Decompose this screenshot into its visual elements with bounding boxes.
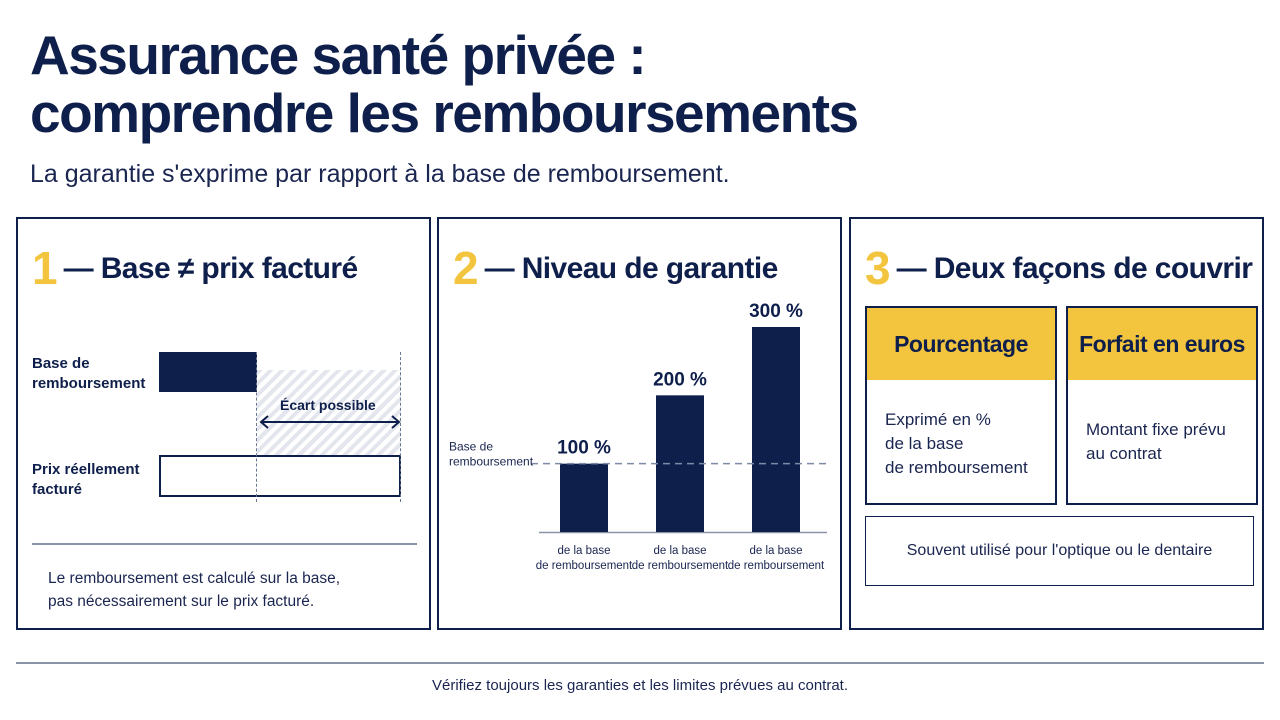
panel1-heading: 1— Base ≠ prix facturé: [32, 241, 358, 295]
card-percentage-line3: de remboursement: [885, 458, 1028, 477]
label-prix: Prix réellement facturé: [32, 460, 140, 500]
card-flat-rate: Forfait en euros Montant fixe prévu au c…: [1066, 306, 1258, 505]
title-line-2: comprendre les remboursements: [30, 82, 859, 144]
card-percentage: Pourcentage Exprimé en % de la base de r…: [865, 306, 1057, 505]
panel-guarantee-level: 2— Niveau de garantie 100 % de la base de …: [437, 217, 842, 630]
panel1-note-line1: Le remboursement est calculé sur la base…: [48, 570, 341, 587]
panel1-note: Le remboursement est calculé sur la base…: [48, 567, 340, 613]
panel2-number: 2: [453, 242, 479, 294]
bar-value-label-3: 300 %: [749, 301, 803, 322]
panel1-note-line2: pas nécessairement sur le prix facturé.: [48, 593, 315, 610]
bar-value-label-1: 100 %: [557, 438, 611, 459]
reference-label-line2: remboursement: [449, 455, 534, 469]
title-line-1: Assurance santé privée :: [30, 24, 647, 86]
page-title: Assurance santé privée : comprendre les …: [30, 26, 1230, 142]
panel1-title: — Base ≠ prix facturé: [63, 252, 359, 285]
bar-1: [560, 463, 608, 532]
card-percentage-line1: Exprimé en %: [885, 410, 991, 429]
label-base-line1: Base de: [32, 355, 90, 372]
footer-divider: [16, 662, 1264, 664]
panel2-title: — Niveau de garantie: [484, 252, 779, 285]
card-flat-rate-heading: Forfait en euros: [1068, 308, 1256, 380]
gap-left-dashed-line: [256, 352, 257, 502]
gap-right-dashed-line: [400, 352, 401, 502]
label-base-line2: remboursement: [32, 375, 146, 392]
card-flat-rate-line2: au contrat: [1086, 444, 1162, 463]
bar-value-label-2: 200 %: [653, 369, 707, 390]
x-tick-label-1-1: de la base: [557, 545, 610, 557]
panel-two-ways: 3— Deux façons de couvrir Pourcentage Ex…: [849, 217, 1264, 630]
card-flat-rate-line1: Montant fixe prévu: [1086, 420, 1226, 439]
panel3-number: 3: [865, 242, 891, 294]
x-tick-label-2-1: de la base: [653, 545, 706, 557]
guarantee-bar-chart: 100 % de la base de remboursement 200 % de l…: [449, 301, 829, 572]
x-tick-label-1-2: de remboursement: [536, 560, 633, 572]
label-prix-line1: Prix réellement: [32, 461, 140, 478]
double-arrow-icon: [259, 415, 401, 429]
card-flat-rate-body: Montant fixe prévu au contrat: [1068, 380, 1256, 466]
panel2-heading: 2— Niveau de garantie: [453, 241, 778, 295]
gap-label: Écart possible: [280, 397, 376, 413]
card-percentage-line2: de la base: [885, 434, 964, 453]
card-percentage-body: Exprimé en % de la base de remboursement: [867, 380, 1055, 480]
footer-note: Vérifiez toujours les garanties et les l…: [431, 677, 849, 694]
panel3-title: — Deux façons de couvrir: [896, 252, 1253, 285]
label-prix-line2: facturé: [32, 481, 83, 498]
base-bar: [159, 352, 257, 392]
panel3-heading: 3— Deux façons de couvrir: [865, 241, 1253, 295]
panel1-number: 1: [32, 242, 58, 294]
price-bar: [159, 455, 401, 497]
panel-base-vs-price: 1— Base ≠ prix facturé Base de rembourse…: [16, 217, 431, 630]
page-subtitle: La garantie s'exprime par rapport à la b…: [30, 160, 730, 188]
x-tick-label-2-2: de remboursement: [632, 560, 729, 572]
x-tick-label-3-2: de remboursement: [728, 560, 825, 572]
reference-label-line1: Base de: [449, 440, 493, 454]
card-percentage-heading: Pourcentage: [867, 308, 1055, 380]
x-tick-label-3-1: de la base: [749, 545, 802, 557]
bar-3: [752, 327, 800, 532]
gap-hatch-area: [257, 370, 401, 456]
panel3-note: Souvent utilisé pour l'optique ou le den…: [865, 516, 1254, 586]
panel1-divider: [32, 543, 417, 545]
label-base: Base de remboursement: [32, 354, 145, 394]
